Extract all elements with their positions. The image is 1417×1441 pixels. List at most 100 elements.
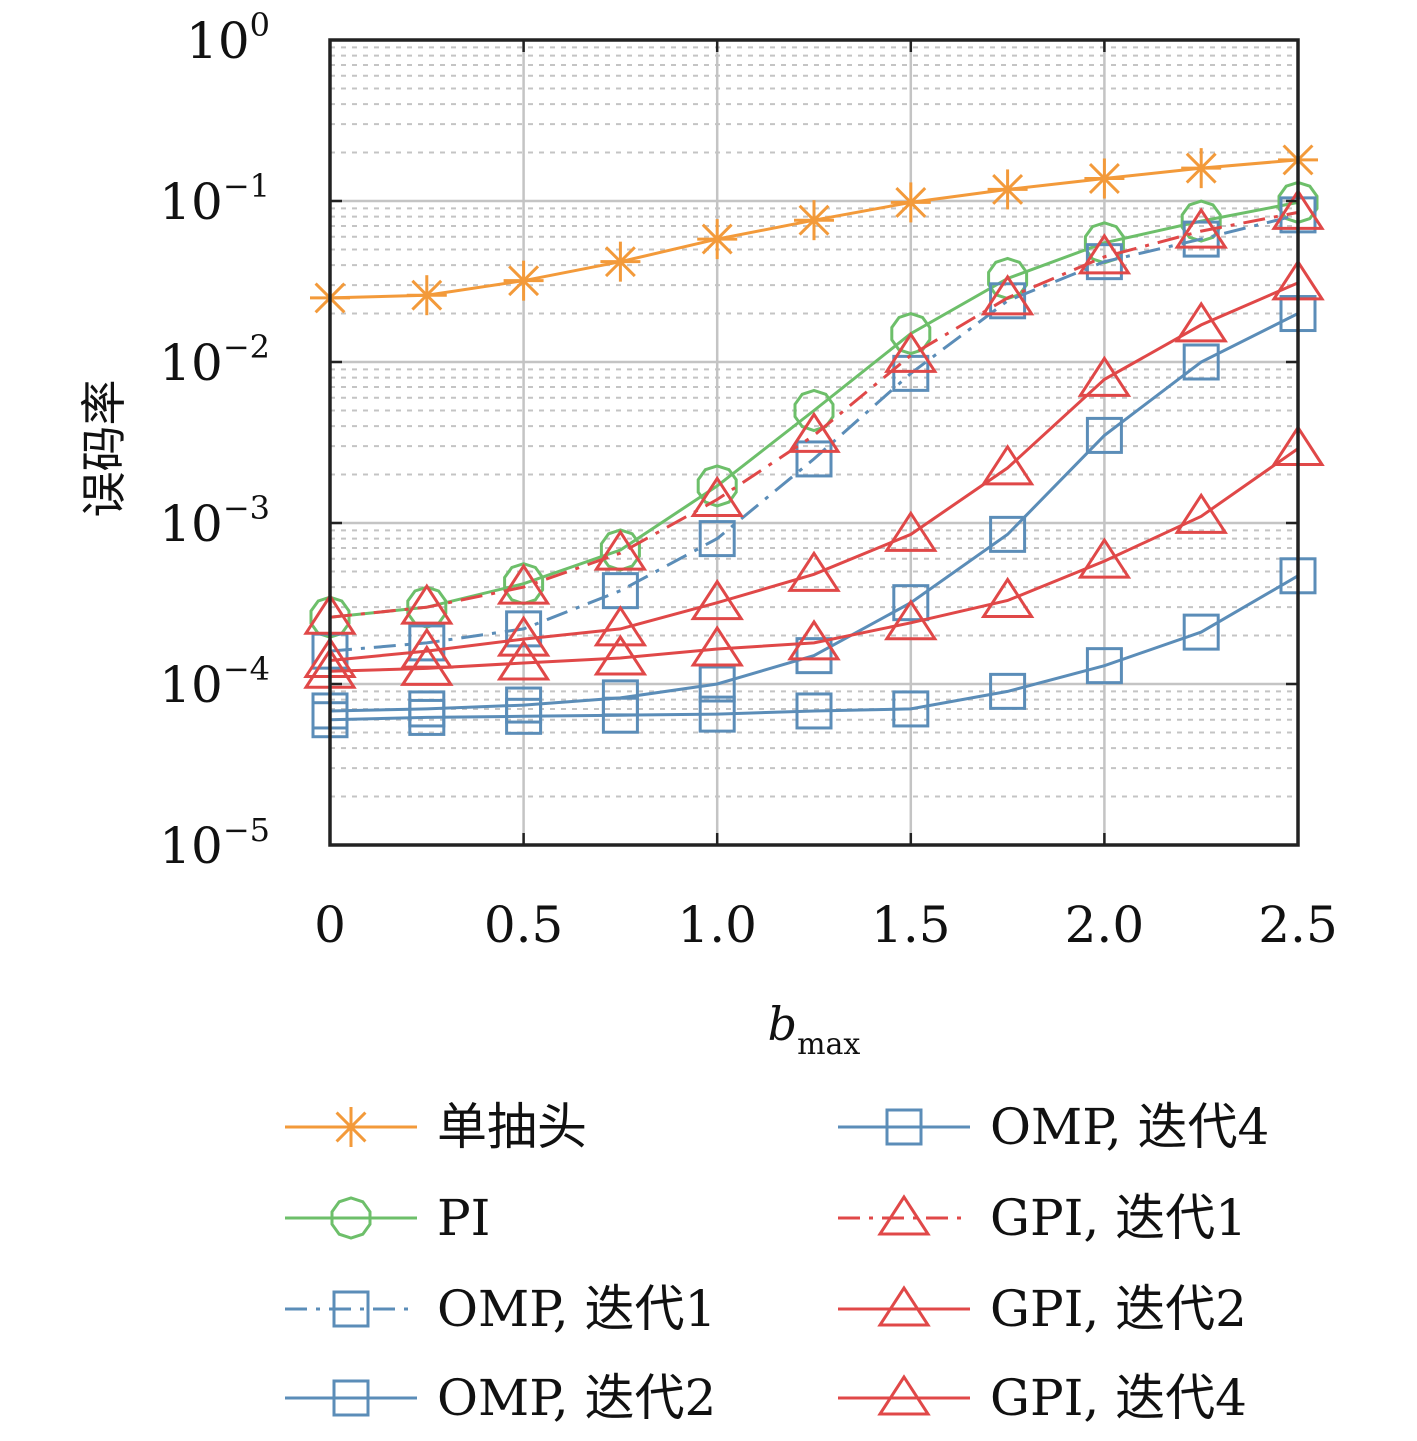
- data-point: [690, 475, 744, 517]
- x-axis-label: bmax: [768, 997, 861, 1062]
- data-point: [505, 697, 543, 735]
- data-point: [1182, 343, 1220, 381]
- series-line: [329, 312, 1299, 713]
- y-tick-label: 10−4: [159, 650, 270, 714]
- data-point: [331, 1107, 371, 1147]
- data-point: [980, 274, 1035, 316]
- data-point: [1182, 613, 1220, 651]
- series-group: [303, 424, 1325, 689]
- series-group: [303, 259, 1325, 678]
- data-point: [1180, 199, 1222, 243]
- series-line: [329, 447, 1299, 673]
- y-tick-label: 10−1: [159, 167, 270, 231]
- data-point: [1085, 647, 1123, 685]
- data-point: [1077, 355, 1132, 397]
- data-point: [698, 695, 736, 733]
- data-point: [877, 1194, 931, 1236]
- data-point: [601, 572, 639, 610]
- series-group: [310, 139, 1318, 318]
- x-tick-label: 2.5: [1258, 896, 1338, 954]
- data-point: [885, 1108, 923, 1146]
- data-point: [330, 1196, 372, 1240]
- data-point: [787, 411, 841, 453]
- series-line: [329, 281, 1299, 662]
- legend-label: 单抽头: [437, 1098, 587, 1156]
- y-tick-label: 10−5: [159, 811, 270, 875]
- data-point: [593, 605, 648, 647]
- x-tick-label: 0.5: [484, 896, 564, 954]
- data-point: [505, 610, 543, 648]
- legend-item: OMP, 迭代4: [838, 1098, 1269, 1156]
- x-tick-label: 2.0: [1065, 896, 1145, 954]
- data-point: [696, 464, 738, 508]
- legend-label: GPI, 迭代4: [990, 1369, 1247, 1427]
- legend-item: GPI, 迭代2: [838, 1280, 1247, 1338]
- data-point: [690, 625, 744, 667]
- legend-item: PI: [285, 1189, 490, 1247]
- data-point: [1085, 416, 1123, 454]
- data-point: [980, 444, 1035, 486]
- legend-label: GPI, 迭代1: [990, 1189, 1247, 1247]
- data-point: [593, 634, 648, 676]
- data-point: [787, 550, 841, 592]
- data-point: [787, 619, 841, 661]
- data-point: [496, 615, 551, 657]
- legend-label: OMP, 迭代4: [990, 1098, 1269, 1156]
- data-point: [406, 275, 447, 316]
- legend-item: GPI, 迭代1: [838, 1189, 1247, 1247]
- legend-item: OMP, 迭代1: [285, 1280, 716, 1338]
- data-point: [400, 644, 454, 686]
- data-point: [496, 563, 551, 605]
- series-line: [329, 213, 1299, 653]
- data-point: [1174, 301, 1228, 343]
- data-point: [884, 331, 938, 373]
- data-point: [1174, 492, 1228, 534]
- data-point: [1077, 233, 1132, 275]
- data-point: [884, 510, 938, 552]
- data-point: [408, 698, 446, 736]
- data-point: [309, 595, 351, 639]
- data-point: [794, 200, 834, 241]
- legend-label: GPI, 迭代2: [990, 1280, 1247, 1338]
- data-point: [332, 1290, 370, 1328]
- data-point: [1174, 207, 1228, 249]
- legend-label: OMP, 迭代2: [437, 1369, 716, 1427]
- legend: 单抽头 PI OMP, 迭代1 OMP, 迭代2 OMP, 迭代4 GPI, 迭代1 GPI…: [285, 1098, 1269, 1427]
- data-point: [987, 169, 1028, 210]
- data-point: [503, 260, 544, 301]
- data-point: [877, 1374, 931, 1416]
- data-point: [496, 639, 551, 681]
- data-point: [332, 1379, 370, 1417]
- series-group: [311, 557, 1317, 739]
- data-point: [593, 529, 648, 571]
- data-point: [698, 665, 736, 703]
- series-line: [329, 210, 1299, 619]
- plot-series: [303, 139, 1325, 739]
- x-tick-label: 1.0: [677, 896, 757, 954]
- data-point: [793, 388, 835, 433]
- x-tick-label: 0: [314, 896, 346, 954]
- data-point: [690, 578, 744, 621]
- data-point: [600, 241, 641, 282]
- plot-frame: [328, 38, 1300, 847]
- data-point: [890, 312, 932, 356]
- data-point: [697, 219, 738, 260]
- legend-item: 单抽头: [285, 1098, 587, 1156]
- y-tick-label: 100: [186, 6, 270, 70]
- data-point: [989, 515, 1027, 553]
- data-point: [795, 692, 833, 730]
- legend-label: OMP, 迭代1: [437, 1280, 716, 1338]
- series-line: [329, 200, 1299, 619]
- x-tick-label: 1.5: [871, 896, 951, 954]
- data-point: [892, 584, 930, 622]
- data-point: [1077, 537, 1132, 579]
- series-line: [329, 574, 1299, 722]
- data-point: [980, 576, 1035, 619]
- data-point: [400, 583, 454, 625]
- data-point: [1277, 180, 1319, 224]
- y-axis-label: 误码率: [77, 380, 131, 518]
- data-point: [1084, 158, 1125, 199]
- y-tick-label: 10−3: [159, 489, 270, 553]
- y-tick-label: 10−2: [159, 328, 270, 392]
